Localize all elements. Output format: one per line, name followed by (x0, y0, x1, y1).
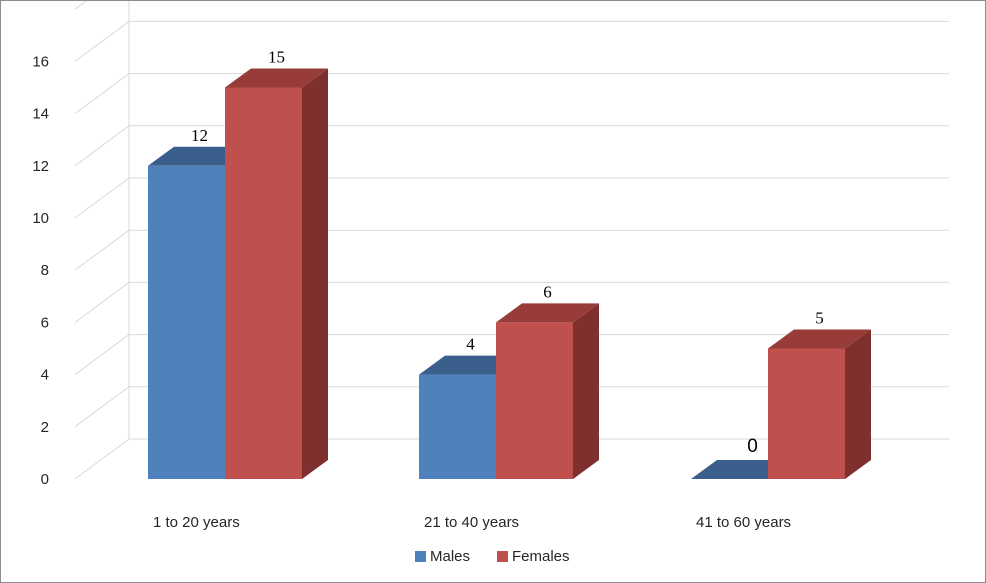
y-tick-label: 6 (41, 314, 49, 331)
bar-side (845, 329, 871, 479)
y-tick-label: 8 (41, 262, 49, 279)
x-axis-categories: 1 to 20 years 21 to 40 years 41 to 60 year… (153, 514, 791, 531)
data-label: 4 (466, 335, 475, 354)
x-category-label: 21 to 40 years (424, 514, 519, 531)
bar-top (768, 329, 871, 349)
legend: Males Females (415, 548, 570, 565)
gridline-side (74, 334, 130, 376)
gridline-side (74, 177, 130, 219)
legend-label: Females (512, 548, 570, 565)
y-tick-label: 0 (41, 471, 49, 488)
bar (148, 165, 225, 480)
gridline-side (74, 229, 130, 271)
bars (148, 68, 871, 480)
bar-top (496, 303, 599, 323)
y-tick-label: 4 (41, 367, 49, 384)
bar-side (302, 68, 328, 479)
gridline-side (74, 438, 130, 480)
data-label: 12 (191, 126, 208, 145)
bar (496, 322, 573, 479)
gridline-side (74, 20, 130, 62)
bar (768, 348, 845, 479)
x-category-label: 1 to 20 years (153, 514, 240, 531)
y-tick-label: 10 (32, 210, 49, 227)
x-category-label: 41 to 60 years (696, 514, 791, 531)
y-tick-label: 14 (32, 106, 49, 123)
legend-swatch (415, 551, 426, 562)
gridline-side (74, 73, 130, 115)
gridline-side (74, 125, 130, 167)
y-tick-label: 12 (32, 158, 49, 175)
data-label: 0 (747, 436, 758, 457)
y-axis-ticks: 0 2 4 6 8 10 12 14 16 (32, 53, 49, 488)
data-labels: 12 15 4 6 0 5 (191, 48, 824, 458)
y-tick-label: 16 (32, 53, 49, 70)
bar (225, 87, 302, 479)
bar-top (225, 68, 328, 88)
bar-side (573, 303, 599, 479)
gridline-side (74, 281, 130, 323)
gridline-side (74, 1, 87, 10)
y-tick-label: 2 (41, 419, 49, 436)
data-label: 5 (815, 309, 824, 328)
data-label: 15 (268, 48, 285, 67)
legend-swatch (497, 551, 508, 562)
legend-label: Males (430, 548, 470, 565)
data-label: 6 (543, 282, 552, 301)
gridline-side (74, 386, 130, 428)
bar (419, 374, 496, 479)
